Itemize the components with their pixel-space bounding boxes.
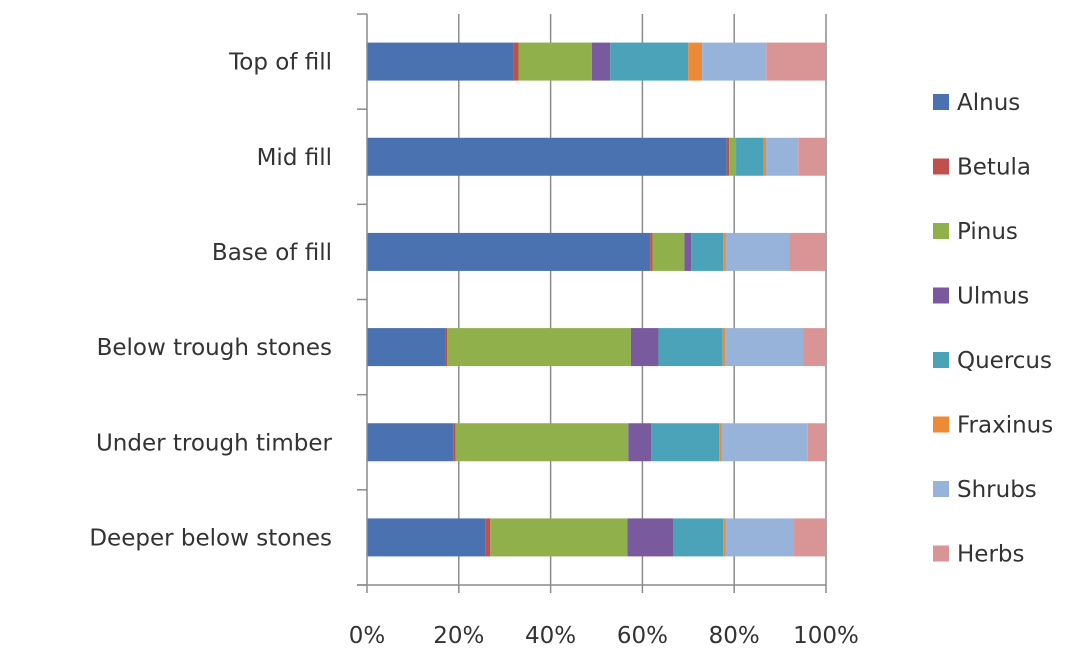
x-tick-label: 60% <box>617 623 668 649</box>
bars <box>367 42 826 557</box>
bar-segment-alnus <box>367 42 514 81</box>
bar-segment-ulmus <box>591 42 611 81</box>
legend-swatch-fraxinus <box>933 416 949 433</box>
legend: Alnus Betula Pinus Ulmus Quercus Fraxinus Shru… <box>933 90 1053 568</box>
bar-segment-shrubs <box>725 518 795 557</box>
bar-segment-quercus <box>651 423 720 462</box>
legend-label-betula: Betula <box>957 155 1031 181</box>
legend-swatch-pinus <box>933 223 949 239</box>
bar-segment-herbs <box>766 42 826 81</box>
bar-segment-ulmus <box>628 423 652 462</box>
legend-label-quercus: Quercus <box>957 348 1052 374</box>
bar-segment-fraxinus <box>722 328 726 367</box>
bar-segment-shrubs <box>725 232 790 271</box>
x-tick-label: 100% <box>793 623 859 649</box>
legend-label-ulmus: Ulmus <box>957 284 1029 310</box>
gridlines <box>458 14 827 585</box>
bar-segment-betula <box>445 328 448 367</box>
bar-segment-betula <box>726 137 730 176</box>
bar-segment-shrubs <box>721 423 808 462</box>
bar-segment-pinus <box>455 423 629 462</box>
category-label: Under trough timber <box>96 430 333 456</box>
legend-label-pinus: Pinus <box>957 219 1018 245</box>
bar-segment-pinus <box>729 137 737 176</box>
legend-label-alnus: Alnus <box>957 90 1020 116</box>
bar-segment-shrubs <box>766 137 799 176</box>
legend-swatch-shrubs <box>933 481 949 497</box>
bar-segment-ulmus <box>684 232 692 271</box>
bar-segment-pinus <box>518 42 592 81</box>
bar-segment-betula <box>485 518 491 557</box>
category-label: Top of fill <box>228 50 332 76</box>
bar-segment-pinus <box>652 232 685 271</box>
bar-segment-alnus <box>367 518 486 557</box>
bar-segment-herbs <box>789 232 826 271</box>
legend-label-herbs: Herbs <box>957 542 1024 568</box>
bar-segment-ulmus <box>630 328 659 367</box>
bar-segment-betula <box>513 42 519 81</box>
bar-segment-quercus <box>691 232 724 271</box>
legend-swatch-herbs <box>933 545 949 562</box>
bar-segment-fraxinus <box>723 518 726 557</box>
legend-swatch-quercus <box>933 352 949 368</box>
bar-segment-quercus <box>610 42 689 81</box>
x-tick-label: 0% <box>349 623 386 649</box>
legend-label-fraxinus: Fraxinus <box>957 413 1053 439</box>
bar-segment-pinus <box>490 518 628 557</box>
bar-segment-quercus <box>673 518 724 557</box>
bar-segment-alnus <box>367 328 446 367</box>
category-label: Base of fill <box>212 240 332 266</box>
axes: 0% 20% 40% 60% 80% 100% Top of fill Mid fill Bas… <box>89 13 859 649</box>
legend-swatch-betula <box>933 158 949 175</box>
x-tick-label: 80% <box>709 623 760 649</box>
bar-segment-quercus <box>736 137 764 176</box>
bar-segment-alnus <box>367 137 727 176</box>
legend-swatch-alnus <box>933 94 949 110</box>
category-label: Deeper below stones <box>89 525 332 551</box>
bar-segment-alnus <box>367 232 651 271</box>
bar-segment-pinus <box>447 328 631 367</box>
bar-segment-fraxinus <box>763 137 767 176</box>
bar-segment-shrubs <box>725 328 804 367</box>
bar-segment-fraxinus <box>719 423 722 462</box>
bar-segment-ulmus <box>627 518 673 557</box>
bar-segment-alnus <box>367 423 454 462</box>
x-tick-label: 20% <box>433 623 484 649</box>
bar-segment-shrubs <box>702 42 767 81</box>
bar-segment-herbs <box>807 423 826 462</box>
bar-segment-fraxinus <box>688 42 703 81</box>
bar-segment-fraxinus <box>723 232 726 271</box>
bar-segment-herbs <box>794 518 826 557</box>
bar-segment-quercus <box>658 328 723 367</box>
x-tick-label: 40% <box>525 623 576 649</box>
category-label: Mid fill <box>257 145 332 171</box>
legend-swatch-ulmus <box>933 287 949 304</box>
bar-segment-herbs <box>798 137 826 176</box>
bar-segment-herbs <box>803 328 826 367</box>
bar-segment-betula <box>453 423 456 462</box>
category-label: Below trough stones <box>97 335 332 361</box>
legend-label-shrubs: Shrubs <box>957 477 1037 503</box>
bar-segment-betula <box>650 232 653 271</box>
